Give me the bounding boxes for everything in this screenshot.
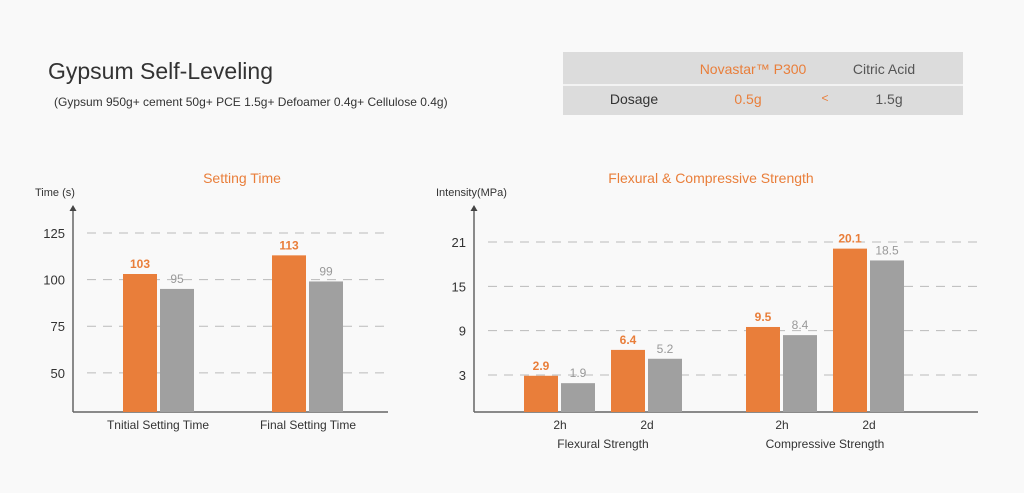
x-tick-label: 2d — [862, 418, 875, 432]
y-axis-label: Time (s) — [35, 187, 75, 199]
data-label: 9.5 — [755, 310, 772, 324]
x-tick-label: Final Setting Time — [260, 418, 356, 432]
table-val-novastar: 0.5g — [734, 91, 762, 107]
bar — [123, 274, 157, 412]
bar — [783, 335, 817, 412]
y-tick-label: 125 — [43, 226, 65, 241]
x-group-label: Flexural Strength — [557, 437, 648, 451]
data-label: 103 — [130, 257, 150, 271]
table-header-citric: Citric Acid — [852, 61, 916, 77]
data-label: 99 — [319, 264, 333, 278]
chart-title: Flexural & Compressive Strength — [608, 170, 813, 186]
y-tick-label: 15 — [452, 279, 466, 294]
y-axis-arrow-icon — [69, 205, 77, 211]
page-subtitle: (Gypsum 950g+ cement 50g+ PCE 1.5g+ Defo… — [54, 95, 448, 109]
x-tick-label: 2d — [640, 418, 653, 432]
y-tick-label: 75 — [51, 319, 65, 334]
chart-title: Setting Time — [203, 170, 281, 186]
table-divider — [563, 84, 963, 86]
y-axis-label: Intensity(MPa) — [436, 187, 507, 199]
x-tick-label: 2h — [553, 418, 566, 432]
bar — [648, 358, 682, 412]
data-label: 6.4 — [620, 333, 637, 347]
table-compare: < — [821, 91, 829, 105]
y-tick-label: 50 — [51, 366, 65, 381]
table-val-citric: 1.5g — [875, 91, 903, 107]
data-label: 8.4 — [792, 318, 809, 332]
data-label: 113 — [279, 238, 299, 252]
y-tick-label: 3 — [459, 368, 466, 383]
bar — [611, 349, 645, 412]
page-title: Gypsum Self-Leveling — [48, 58, 273, 84]
data-label: 5.2 — [657, 342, 674, 356]
y-tick-label: 9 — [459, 324, 466, 339]
bar — [870, 260, 904, 412]
dosage-table: Novastar™ P300 Citric Acid Dosage 0.5g <… — [563, 52, 963, 115]
bar — [524, 375, 558, 412]
bar — [309, 281, 343, 412]
data-label: 20.1 — [838, 232, 862, 246]
table-header-novastar: Novastar™ P300 — [699, 61, 807, 77]
y-axis-arrow-icon — [470, 205, 478, 211]
data-label: 95 — [170, 272, 184, 286]
data-label: 18.5 — [875, 243, 899, 257]
bar — [561, 383, 595, 412]
y-tick-label: 21 — [452, 235, 466, 250]
bar — [160, 288, 194, 412]
table-row-label: Dosage — [609, 91, 659, 107]
x-tick-label: 2h — [775, 418, 788, 432]
bar — [272, 255, 306, 412]
data-label: 2.9 — [533, 359, 550, 373]
x-tick-label: Tnitial Setting Time — [107, 418, 209, 432]
bar — [833, 248, 867, 412]
bar — [746, 326, 780, 412]
x-group-label: Compressive Strength — [766, 437, 885, 451]
data-label: 1.9 — [570, 366, 587, 380]
y-tick-label: 100 — [43, 273, 65, 288]
